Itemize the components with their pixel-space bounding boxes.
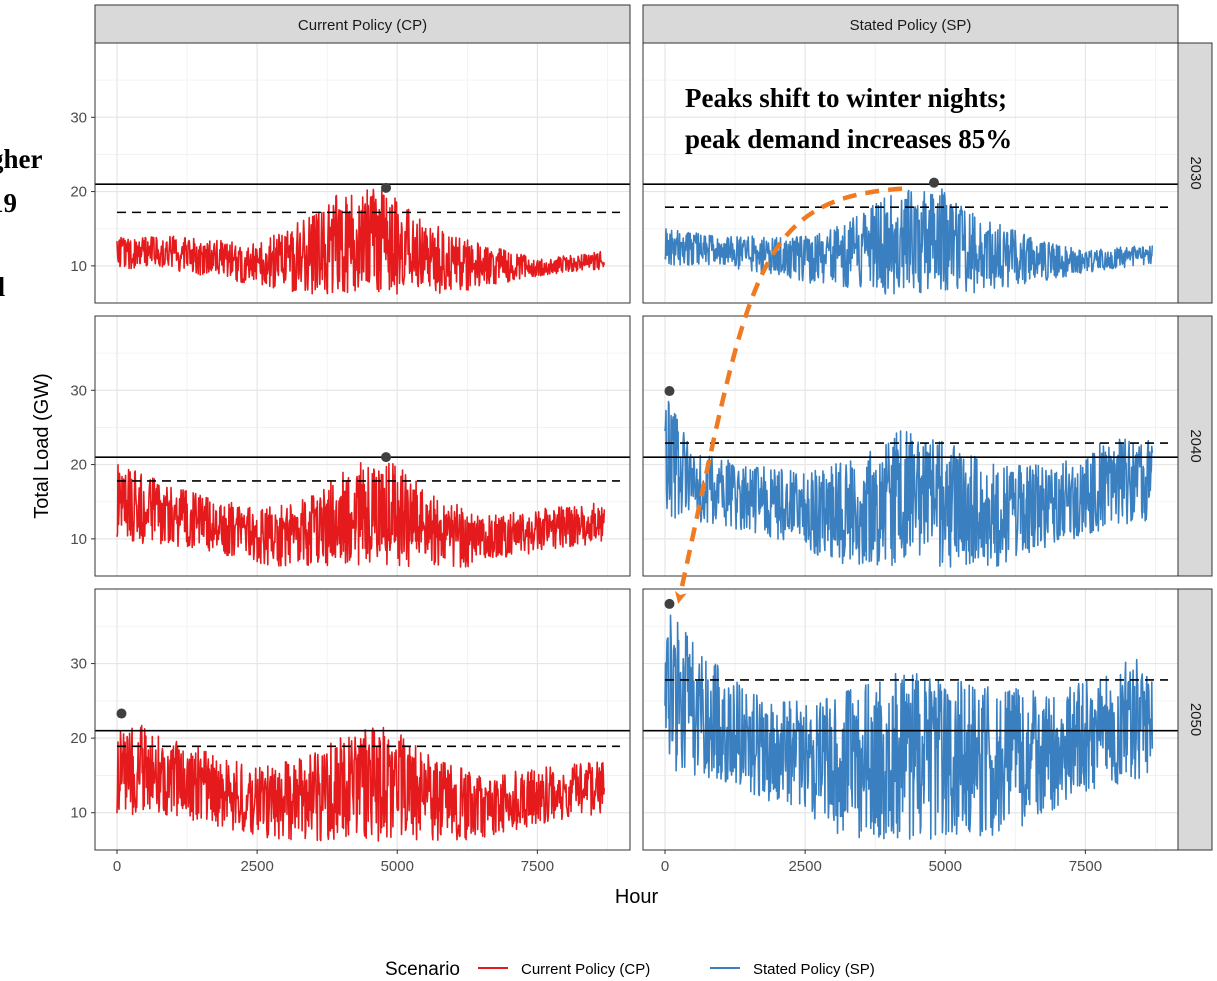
series-line-group [664,614,1154,840]
y-tick-label: 30 [70,109,87,126]
peak-point [664,386,675,397]
y-tick-label: 30 [70,656,87,673]
legend: Scenario Current Policy (CP) Stated Policy… [385,959,875,980]
panel-frame [642,42,1179,304]
clipped-annotation-text: gher [0,144,43,174]
facet-strip-label: Stated Policy (SP) [850,17,972,34]
y-tick-label: 20 [70,730,87,747]
series-line-group [116,462,606,568]
facet-strip-label: 2040 [1187,429,1204,462]
y-tick-label: 20 [70,184,87,201]
y-tick-label: 30 [70,382,87,399]
x-tick-label: 7500 [521,858,554,875]
peak-point [116,708,127,719]
annotation-text: Peaks shift to winter nights; [685,83,1007,113]
y-tick-label: 10 [70,531,87,548]
facet-strip-label: Current Policy (CP) [298,17,427,34]
peak-point [929,177,940,188]
x-axis-title: Hour [615,886,659,908]
facet-strip-row [1177,588,1213,851]
clipped-annotation-text: d [0,272,5,302]
x-tick-label: 7500 [1069,858,1102,875]
panel-frame [94,588,631,851]
clipped-annotation-text: 19 [0,188,17,218]
series-line [116,462,606,568]
x-tick-label: 5000 [929,858,962,875]
facet-strip-row [1177,42,1213,304]
series-line-group [664,400,1154,568]
series-line [116,188,606,295]
facet-strip-label: 2030 [1187,156,1204,189]
series-line [664,400,1154,568]
facet-strip-label: 2050 [1187,703,1204,736]
panel-frame [94,315,631,577]
annotation-arrow [674,186,903,604]
peak-point [664,598,675,609]
legend-label: Current Policy (CP) [521,961,650,978]
panel-frame [642,315,1179,577]
series-line [664,188,1154,295]
facet-strip-column [94,4,631,44]
annotation-text: peak demand increases 85% [685,124,1012,154]
series-line-group [116,724,606,842]
legend-title: Scenario [385,959,460,980]
y-tick-label: 10 [70,805,87,822]
series-line [664,614,1154,840]
y-tick-label: 20 [70,457,87,474]
x-tick-label: 5000 [381,858,414,875]
peak-point [381,182,392,193]
series-line [116,724,606,842]
series-line-group [664,188,1154,295]
facet-strip-row [1177,315,1213,577]
y-tick-label: 10 [70,258,87,275]
peak-point [381,452,392,463]
x-tick-label: 0 [661,858,669,875]
legend-label: Stated Policy (SP) [753,961,875,978]
y-axis-title: Total Load (GW) [31,373,53,519]
panel-frame [94,42,631,304]
x-tick-label: 2500 [788,858,821,875]
series-line-group [116,188,606,295]
x-tick-label: 2500 [240,858,273,875]
x-tick-label: 0 [113,858,121,875]
facet-strip-column [642,4,1179,44]
panel-frame [642,588,1179,851]
panel-background [95,589,630,850]
